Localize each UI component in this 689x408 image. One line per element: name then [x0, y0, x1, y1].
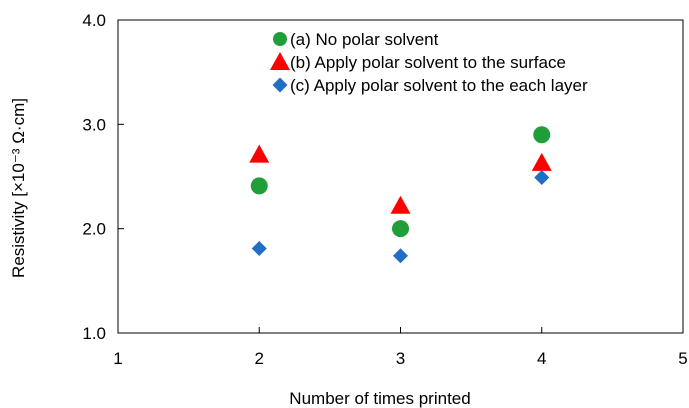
- legend-marker-circle: [273, 32, 287, 46]
- legend-entry-label: (a) No polar solvent: [290, 30, 439, 49]
- data-point-circle: [392, 220, 409, 238]
- data-point-triangle: [531, 152, 552, 171]
- x-tick-label: 3: [396, 349, 405, 368]
- legend: (a) No polar solvent (b) Apply polar solv…: [270, 30, 588, 95]
- legend-entry-label: (b) Apply polar solvent to the surface: [290, 53, 566, 72]
- legend-marker-triangle: [270, 52, 290, 70]
- legend-entry-label: (c) Apply polar solvent to the each laye…: [290, 76, 588, 95]
- x-tick-label: 2: [255, 349, 264, 368]
- data-point-diamond: [534, 170, 550, 186]
- y-axis-ticks: 1.0 2.0 3.0 4.0: [82, 11, 124, 343]
- x-tick-label: 1: [113, 349, 122, 368]
- y-axis-label: Resistivity [×10⁻³ Ω·cm]: [9, 98, 28, 278]
- data-point-triangle: [249, 144, 270, 163]
- y-tick-label: 3.0: [82, 115, 106, 134]
- y-tick-label: 4.0: [82, 11, 106, 30]
- data-point-diamond: [393, 248, 408, 264]
- x-tick-label: 4: [537, 349, 546, 368]
- x-axis-label: Number of times printed: [289, 389, 470, 408]
- x-axis-ticks: 1 2 3 4 5: [113, 327, 688, 368]
- y-tick-label: 1.0: [82, 324, 106, 343]
- data-points: [249, 126, 552, 264]
- data-point-circle: [533, 126, 551, 144]
- x-tick-label: 5: [678, 349, 687, 368]
- data-point-circle: [250, 177, 268, 195]
- data-point-diamond: [251, 240, 267, 256]
- data-point-triangle: [390, 195, 411, 214]
- y-tick-label: 2.0: [82, 220, 106, 239]
- legend-marker-diamond: [272, 77, 288, 93]
